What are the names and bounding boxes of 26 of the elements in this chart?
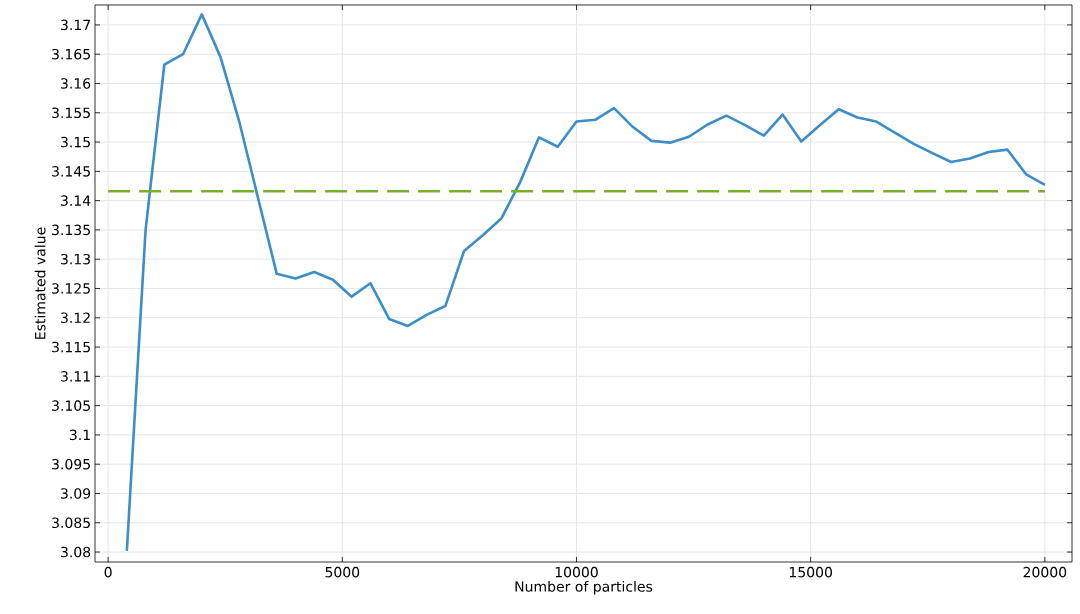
y-tick-label: 3.14 <box>61 195 91 206</box>
y-tick-label: 3.125 <box>52 283 90 294</box>
x-tick-label: 20000 <box>1023 566 1067 578</box>
y-tick-label: 3.165 <box>52 48 90 60</box>
y-tick-label: 3.095 <box>52 458 90 470</box>
y-tick-label: 3.17 <box>61 19 90 31</box>
y-tick-label: 3.135 <box>52 224 90 236</box>
y-tick-label: 3.08 <box>61 546 91 558</box>
y-tick-label: 3.15 <box>61 136 90 148</box>
x-tick-label: 0 <box>104 566 112 578</box>
y-tick-label: 3.11 <box>61 371 90 382</box>
y-tick-label: 3.12 <box>61 312 90 324</box>
x-tick-label: 15000 <box>789 566 832 578</box>
y-tick-label: 3.115 <box>52 341 90 353</box>
y-tick-label: 3.105 <box>52 400 90 411</box>
y-tick-label: 3.13 <box>61 253 90 265</box>
y-tick-label: 3.09 <box>61 488 91 499</box>
y-tick-label: 3.16 <box>61 78 91 89</box>
x-axis-title: Number of particles <box>515 580 653 595</box>
y-tick-label: 3.155 <box>52 107 90 119</box>
x-tick-label: 5000 <box>325 566 360 578</box>
y-tick-label: 3.145 <box>52 166 90 177</box>
y-tick-label: 3.085 <box>52 517 90 529</box>
x-tick-label: 10000 <box>555 566 598 578</box>
y-tick-label: 3.1 <box>69 429 90 441</box>
y-axis-title: Estimated value <box>34 227 46 339</box>
